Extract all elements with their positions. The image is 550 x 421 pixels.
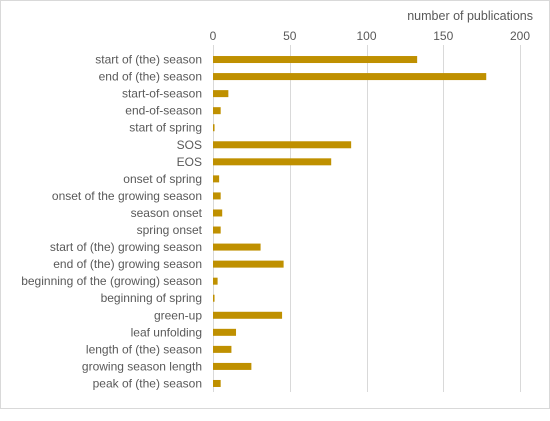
category-label: growing season length — [82, 359, 202, 373]
category-label: season onset — [131, 206, 203, 220]
bar — [213, 209, 223, 217]
category-label: start of (the) growing season — [50, 240, 202, 254]
bar — [213, 73, 487, 81]
bar — [213, 141, 352, 149]
bar — [213, 311, 283, 319]
bar — [213, 192, 221, 200]
x-tick-label: 200 — [510, 29, 530, 43]
bar — [213, 56, 418, 64]
bar — [213, 107, 221, 115]
bar — [213, 328, 237, 336]
category-label: end of (the) growing season — [53, 257, 202, 271]
x-tick-label: 50 — [283, 29, 297, 43]
bar — [213, 260, 284, 268]
bar — [213, 362, 252, 370]
category-label: onset of spring — [123, 172, 202, 186]
bar — [213, 158, 332, 166]
category-label: spring onset — [137, 223, 203, 237]
bar — [213, 294, 215, 302]
bar — [213, 277, 218, 285]
bar — [213, 345, 232, 353]
category-label: end-of-season — [125, 104, 202, 118]
bar — [213, 175, 220, 183]
x-tick-label: 0 — [210, 29, 217, 43]
category-labels: start of (the) season end of (the) season… — [21, 53, 202, 391]
category-label: start of (the) season — [95, 53, 202, 67]
category-label: beginning of the (growing) season — [21, 274, 202, 288]
category-label: start-of-season — [122, 87, 202, 101]
category-label: length of (the) season — [86, 342, 202, 356]
x-tick-labels: 0 50 100 150 200 — [210, 29, 531, 43]
x-tick-label: 150 — [433, 29, 453, 43]
bar — [213, 226, 221, 234]
category-label: start of spring — [129, 121, 202, 135]
gridlines — [213, 45, 521, 392]
category-label: leaf unfolding — [131, 325, 202, 339]
category-label: onset of the growing season — [52, 189, 202, 203]
bars — [213, 56, 487, 387]
category-label: end of (the) season — [99, 70, 202, 84]
x-axis-title: number of publications — [407, 9, 533, 23]
bar — [213, 379, 221, 387]
category-label: EOS — [177, 155, 202, 169]
x-tick-label: 100 — [356, 29, 376, 43]
bar — [213, 124, 215, 132]
category-label: beginning of spring — [101, 291, 202, 305]
bar — [213, 243, 261, 251]
category-label: green-up — [154, 308, 202, 322]
bar — [213, 90, 229, 98]
category-label: SOS — [177, 138, 202, 152]
category-label: peak of (the) season — [93, 376, 202, 390]
